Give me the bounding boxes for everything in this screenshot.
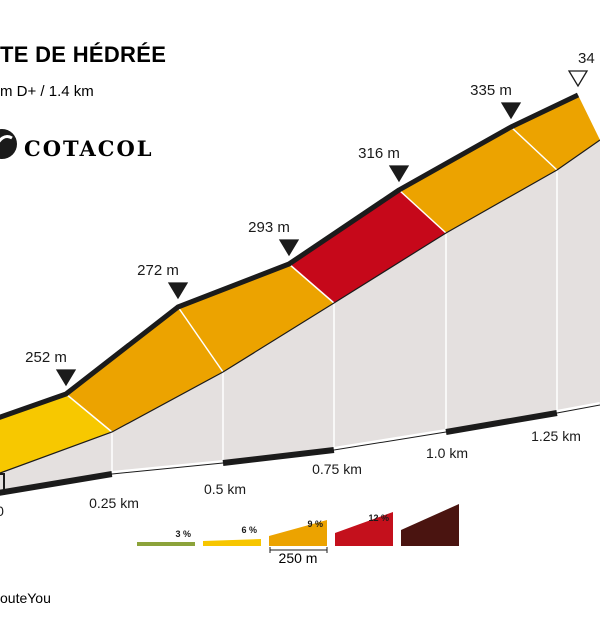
distance-bar-outline [0, 404, 600, 494]
profile-side-face-3 [334, 233, 446, 450]
gradient-segment-1 [66, 307, 223, 432]
gradient-segment-4 [399, 127, 557, 233]
legend-swatch-4 [401, 504, 459, 546]
legend-label-3: 12 % [368, 513, 389, 523]
gradient-legend: 3 % 6 % 9 % 12 % [137, 504, 459, 553]
gradient-segment-0 [0, 394, 112, 474]
x-tick-labels: 0 0.25 km 0.5 km 0.75 km 1.0 km 1.25 km [0, 428, 581, 519]
legend-swatch-3 [335, 512, 393, 546]
elevation-marker-icon-2 [278, 239, 300, 257]
ribbon-divider-1 [65, 393, 113, 433]
x-tick-label-2: 0.5 km [204, 481, 246, 497]
elevation-label-2: 293 m [248, 219, 290, 236]
elevation-label-0: 252 m [25, 349, 67, 366]
profile-geometry [0, 92, 600, 496]
elevation-label-4: 335 m [470, 82, 512, 99]
legend-label-1: 6 % [241, 525, 257, 535]
gradient-segment-2 [178, 264, 334, 372]
legend-label-2: 9 % [307, 519, 323, 529]
elevation-marker-icon-4 [500, 102, 522, 120]
profile-side-face-2 [223, 303, 334, 463]
profile-side-face-5 [557, 140, 600, 413]
ribbon-divider-4 [398, 189, 447, 234]
ribbon-divider-3 [288, 263, 335, 304]
cotacol-logo: COTACOL [0, 129, 154, 161]
profile-side-face-1 [112, 372, 223, 474]
elevation-markers: 252 m 272 m 293 m 316 m 335 m 34 [25, 50, 595, 387]
x-tick-label-4: 1.0 km [426, 445, 468, 461]
elevation-label-3: 316 m [358, 145, 400, 162]
elevation-label-5: 34 [578, 50, 595, 67]
ribbon-divider-5 [510, 126, 558, 171]
start-post [0, 473, 5, 495]
legend-scale-label: 250 m [279, 550, 318, 566]
x-tick-label-0: 0 [0, 503, 4, 519]
ribbon-divider-2 [177, 306, 224, 373]
gradient-segment-5 [511, 95, 600, 170]
chart-title: TE DE HÉDRÉE [0, 42, 166, 67]
chart-subtitle: m D+ / 1.4 km [0, 83, 94, 100]
profile-top-outline [0, 92, 580, 420]
x-tick-label-5: 1.25 km [531, 428, 581, 444]
gradient-segment-3 [289, 190, 446, 303]
profile-ribbon-edge [0, 139, 600, 474]
x-tick-label-1: 0.25 km [89, 495, 139, 511]
legend-swatch-0 [137, 542, 195, 546]
elevation-marker-icon-5 [567, 70, 589, 88]
legend-label-0: 3 % [175, 529, 191, 539]
profile-side-face-4 [446, 170, 557, 432]
logo-mark-icon [0, 129, 17, 159]
elevation-marker-icon-1 [167, 282, 189, 300]
x-tick-label-3: 0.75 km [312, 461, 362, 477]
elevation-marker-icon-3 [388, 165, 410, 183]
footer-credit: outeYou [0, 590, 51, 606]
legend-swatch-2 [269, 520, 327, 546]
logo-swoosh-icon [0, 135, 13, 143]
legend-swatch-1 [203, 539, 261, 546]
elevation-marker-icon-0 [55, 369, 77, 387]
elevation-label-1: 272 m [137, 262, 179, 279]
logo-text: COTACOL [24, 136, 154, 161]
